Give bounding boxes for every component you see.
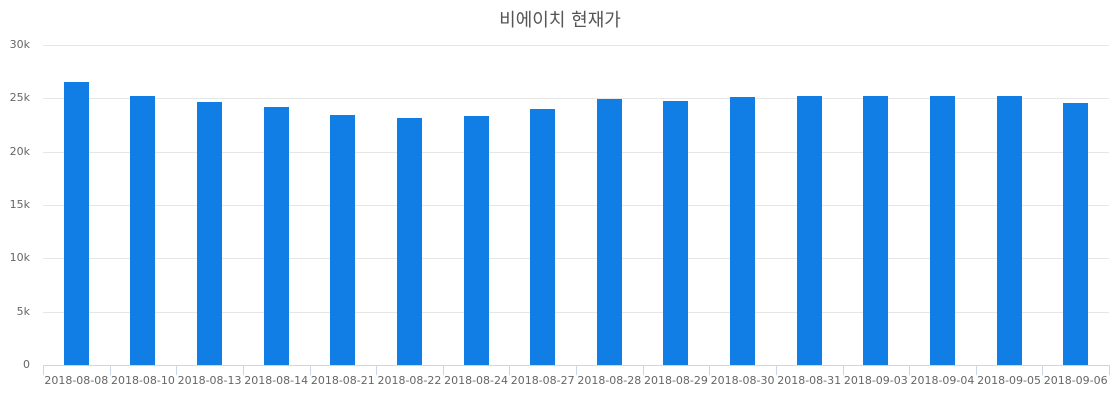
x-tick-label: 2018-08-28 <box>577 374 642 387</box>
x-tick-label: 2018-08-27 <box>510 374 575 387</box>
bar[interactable] <box>396 118 422 365</box>
bar[interactable] <box>929 96 955 365</box>
bar[interactable] <box>263 106 289 365</box>
x-tick <box>642 365 644 375</box>
x-tick-label: 2018-09-03 <box>843 374 908 387</box>
x-tick <box>975 365 977 375</box>
x-tick-label: 2018-08-24 <box>444 374 509 387</box>
x-tick-label: 2018-08-29 <box>643 374 708 387</box>
x-tick <box>775 365 777 375</box>
x-tick-label: 2018-08-31 <box>777 374 842 387</box>
bar[interactable] <box>663 101 689 365</box>
x-tick-label: 2018-08-08 <box>44 374 109 387</box>
bar[interactable] <box>330 114 356 365</box>
x-tick <box>43 365 44 375</box>
x-tick-label: 2018-09-06 <box>1043 374 1108 387</box>
x-tick <box>576 365 577 375</box>
y-tick-label: 25k <box>9 91 30 105</box>
plot-area <box>43 45 1109 365</box>
gridline <box>43 258 1109 260</box>
x-tick <box>909 365 911 375</box>
bar[interactable] <box>1063 103 1089 365</box>
x-tick <box>242 365 244 375</box>
bar[interactable] <box>596 99 622 365</box>
x-tick-label: 2018-08-13 <box>177 374 242 387</box>
gridline <box>43 45 1109 46</box>
x-tick <box>176 365 178 375</box>
x-tick <box>109 365 111 375</box>
gridline <box>43 98 1109 100</box>
x-tick <box>509 365 511 375</box>
bar[interactable] <box>996 96 1022 365</box>
y-tick-label: 0 <box>23 358 30 371</box>
x-tick <box>309 365 311 375</box>
x-tick <box>442 365 444 375</box>
y-tick-label: 30k <box>9 38 30 51</box>
y-tick-label: 5k <box>16 304 30 318</box>
bar[interactable] <box>463 115 489 365</box>
bar[interactable] <box>197 102 223 365</box>
gridline <box>43 311 1109 313</box>
x-tick <box>709 365 711 375</box>
x-tick-label: 2018-09-05 <box>977 374 1042 387</box>
bar[interactable] <box>63 81 89 365</box>
gridline <box>43 205 1109 206</box>
x-tick <box>376 365 378 375</box>
y-tick-label: 20k <box>9 144 30 158</box>
y-tick-label: 15k <box>9 198 30 211</box>
x-tick-label: 2018-08-21 <box>310 374 375 387</box>
bar[interactable] <box>863 96 889 365</box>
bar[interactable] <box>530 109 556 365</box>
x-tick-label: 2018-08-14 <box>244 374 309 387</box>
bar[interactable] <box>730 97 756 365</box>
x-tick-label: 2018-08-30 <box>710 374 775 387</box>
bar[interactable] <box>130 95 156 365</box>
y-tick-label: 10k <box>9 251 30 265</box>
x-tick-label: 2018-09-04 <box>910 374 975 387</box>
x-tick-label: 2018-08-10 <box>110 374 175 387</box>
x-tick <box>1109 365 1110 375</box>
x-tick-label: 2018-08-22 <box>377 374 442 387</box>
gridline <box>43 151 1109 153</box>
chart-title: 비에이치 현재가 <box>499 10 621 31</box>
bar[interactable] <box>796 96 822 365</box>
x-tick <box>1042 365 1044 375</box>
x-tick <box>842 365 844 375</box>
